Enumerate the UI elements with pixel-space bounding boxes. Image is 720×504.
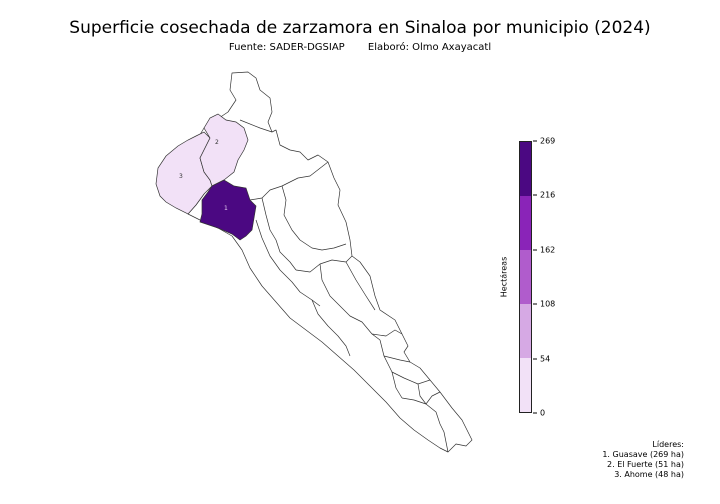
colorbar-segment-4: [520, 142, 531, 196]
colorbar-segment-1: [520, 304, 531, 358]
municipality-el-fuerte: [199, 113, 249, 187]
colorbar-segment-0: [520, 358, 531, 412]
map-label-3: 3: [179, 173, 183, 180]
tick-label: 54: [533, 354, 550, 363]
colorbar: [519, 141, 532, 413]
tick-label: 162: [533, 245, 555, 254]
tick-label: 108: [533, 300, 555, 309]
chart-title: Superficie cosechada de zarzamora en Sin…: [69, 18, 651, 38]
leader-item: 2. El Fuerte (51 ha): [607, 460, 684, 469]
tick-label: 0: [533, 409, 545, 418]
leaders-annotation: Líderes: 1. Guasave (269 ha) 2. El Fuert…: [602, 440, 684, 480]
leader-item: 3. Ahome (48 ha): [614, 470, 684, 479]
colorbar-label: Hectáreas: [499, 256, 509, 298]
map-label-2: 2: [215, 139, 219, 146]
leader-item: 1. Guasave (269 ha): [602, 450, 684, 459]
tick-label: 216: [533, 191, 555, 200]
leaders-title: Líderes:: [652, 440, 684, 449]
colorbar-segment-3: [520, 196, 531, 250]
map-label-1: 1: [224, 205, 228, 212]
municipality-guasave: [199, 179, 257, 241]
tick-label: 269: [533, 137, 555, 146]
chart-subtitle: Fuente: SADER-DGSIAP Elaboró: Olmo Axaya…: [0, 42, 720, 53]
author-text: Elaboró: Olmo Axayacatl: [367, 42, 492, 53]
source-text: Fuente: SADER-DGSIAP: [228, 42, 345, 53]
colorbar-segment-2: [520, 250, 531, 304]
colorbar-ticks: 0 54 108 162 216 269: [533, 137, 573, 418]
